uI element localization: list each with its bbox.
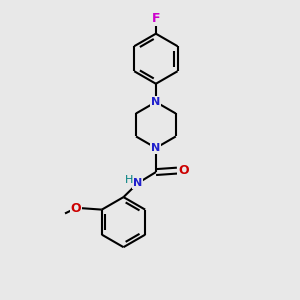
Text: N: N [133,178,142,188]
Text: O: O [178,164,189,177]
Text: H: H [125,175,134,185]
Text: O: O [70,202,81,215]
Text: N: N [151,97,160,107]
Text: F: F [152,12,160,25]
Text: N: N [151,143,160,153]
